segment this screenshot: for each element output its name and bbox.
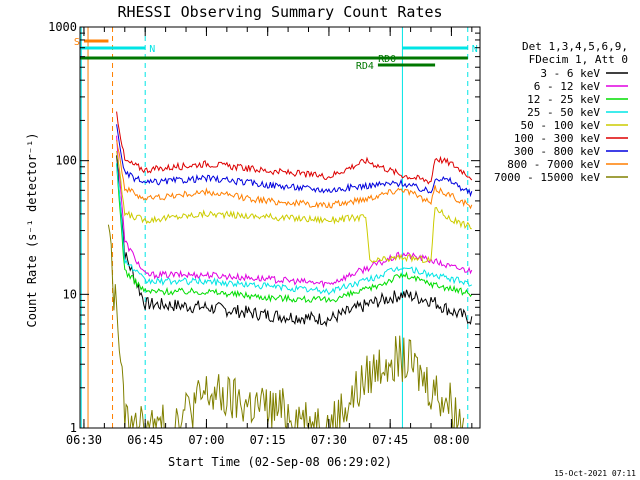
legend-label-4: 25 - 50 keV xyxy=(527,106,600,119)
legend-label-2: 6 - 12 keV xyxy=(534,80,601,93)
series-line-3 xyxy=(116,163,473,304)
data-layer: S N N RD0 RD4 xyxy=(74,27,478,430)
x-tick-label-7: 08:00 xyxy=(433,433,469,447)
state-bar-label-1: S xyxy=(74,37,80,48)
x-tick-label-5: 07:30 xyxy=(311,433,347,447)
x-tick-label-1: 06:30 xyxy=(66,433,102,447)
plot-frame xyxy=(79,26,481,429)
y-tick-label-2: 10 xyxy=(63,287,77,301)
series-line-1 xyxy=(116,155,473,328)
x-tick-label-2: 06:45 xyxy=(127,433,163,447)
x-tick-label-4: 07:15 xyxy=(250,433,286,447)
x-tick-label-6: 07:45 xyxy=(372,433,408,447)
series-line-8 xyxy=(116,140,473,210)
state-bar-label-4: RD0 xyxy=(378,54,396,65)
state-bar-label-3: N xyxy=(472,44,478,55)
legend-label-5: 50 - 100 keV xyxy=(521,119,601,132)
x-tick-label-3: 07:00 xyxy=(188,433,224,447)
y-tick-label-1: 1 xyxy=(70,421,77,435)
x-axis-label: Start Time (02-Sep-08 06:29:02) xyxy=(168,455,392,469)
axes-layer: 1 10 100 1000 06:30 06:45 07:00 07:15 07:30 07:45… xyxy=(48,20,481,447)
y-axis-label: Count Rate (s⁻¹ detector⁻¹) xyxy=(25,132,39,327)
legend-label-6: 100 - 300 keV xyxy=(514,132,600,145)
legend-header-line-1: Det 1,3,4,5,6,9, xyxy=(522,40,628,53)
series-line-6 xyxy=(116,111,473,185)
series-line-5 xyxy=(116,150,472,264)
series-line-4 xyxy=(116,162,473,296)
legend-header-line-2: FDecim 1, Att 0 xyxy=(529,53,628,66)
legend-label-3: 12 - 25 keV xyxy=(527,93,600,106)
chart-title: RHESSI Observing Summary Count Rates xyxy=(117,3,442,21)
legend-label-8: 800 - 7000 keV xyxy=(507,158,600,171)
series-line-7 xyxy=(116,124,473,198)
footer-timestamp: 15-Oct-2021 07:11 xyxy=(554,469,636,478)
state-bar-label-2: N xyxy=(149,44,155,55)
legend-label-1: 3 - 6 keV xyxy=(540,67,600,80)
y-tick-label-4: 1000 xyxy=(48,20,77,34)
y-tick-label-3: 100 xyxy=(55,154,77,168)
legend-label-7: 300 - 800 keV xyxy=(514,145,600,158)
state-bar-label-5: RD4 xyxy=(356,61,374,72)
legend-label-9: 7000 - 15000 keV xyxy=(494,171,600,184)
series-line-2 xyxy=(116,135,473,289)
